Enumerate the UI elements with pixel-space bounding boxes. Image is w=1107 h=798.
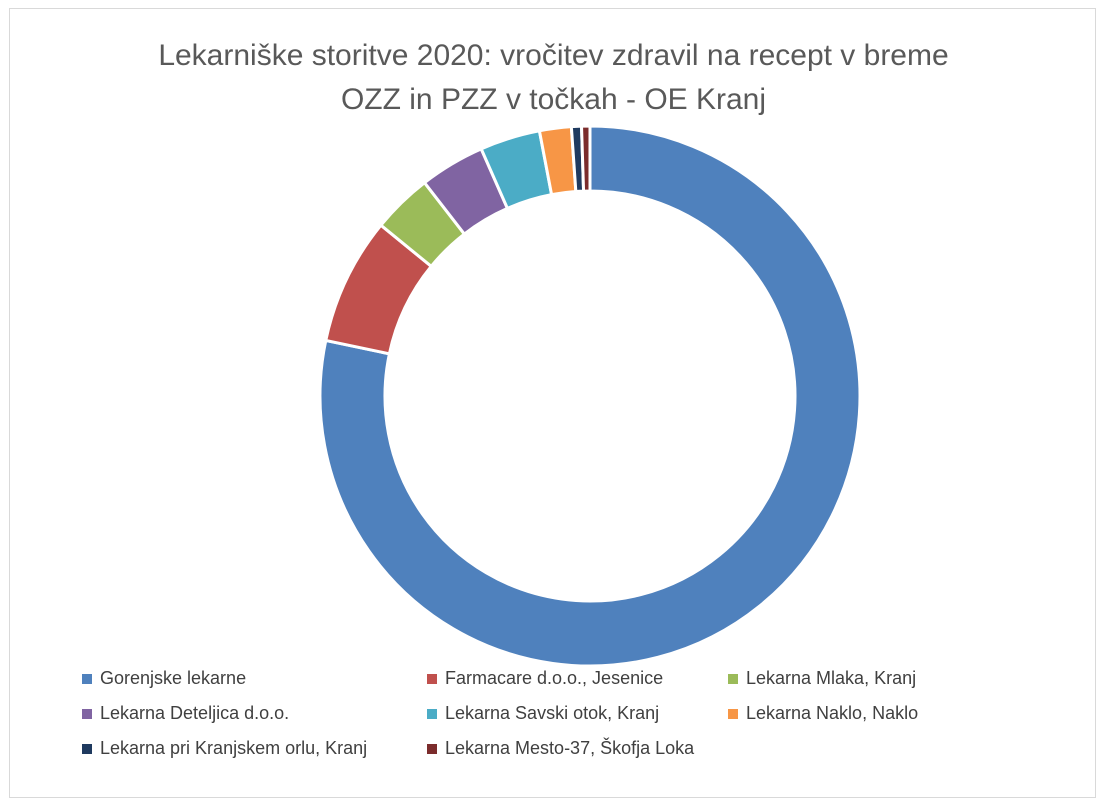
legend-label: Gorenjske lekarne: [100, 668, 247, 688]
legend-swatch: [427, 673, 437, 684]
legend-swatch: [82, 708, 92, 719]
legend-label: Farmacare d.o.o., Jesenice: [445, 668, 664, 688]
legend-item: Lekarna Naklo, Naklo: [728, 703, 918, 724]
chart-title-line-2: OZZ in PZZ v točkah - OE Kranj: [340, 83, 767, 116]
legend-label: Lekarna Naklo, Naklo: [746, 703, 919, 723]
legend-swatch: [728, 673, 738, 684]
doughnut-slice-1: [318, 124, 862, 668]
legend-label: Lekarna Deteljica d.o.o.: [100, 703, 290, 723]
legend-label: Lekarna Savski otok, Kranj: [445, 703, 660, 723]
doughnut-slice-8: [579, 124, 592, 193]
legend-swatch: [728, 708, 738, 719]
legend-item: Lekarna pri Kranjskem orlu, Kranj: [82, 738, 367, 759]
legend-item: Farmacare d.o.o., Jesenice: [427, 668, 663, 689]
legend-item: Lekarna Deteljica d.o.o.: [82, 703, 289, 724]
legend-swatch: [427, 708, 437, 719]
chart-title-line-1: Lekarniške storitve 2020: vročitev zdrav…: [158, 39, 949, 72]
legend-swatch: [427, 743, 437, 754]
chart-title: Lekarniške storitve 2020: vročitev zdrav…: [0, 34, 1107, 122]
legend-item: Lekarna Mesto-37, Škofja Loka: [427, 738, 694, 759]
legend-item: Gorenjske lekarne: [82, 668, 246, 689]
legend-label: Lekarna Mlaka, Kranj: [746, 668, 917, 688]
legend-label: Lekarna Mesto-37, Škofja Loka: [445, 738, 695, 758]
legend-item: Lekarna Mlaka, Kranj: [728, 668, 916, 689]
legend-item: Lekarna Savski otok, Kranj: [427, 703, 659, 724]
legend-swatch: [82, 673, 92, 684]
legend-swatch: [82, 743, 92, 754]
legend-label: Lekarna pri Kranjskem orlu, Kranj: [100, 738, 368, 758]
